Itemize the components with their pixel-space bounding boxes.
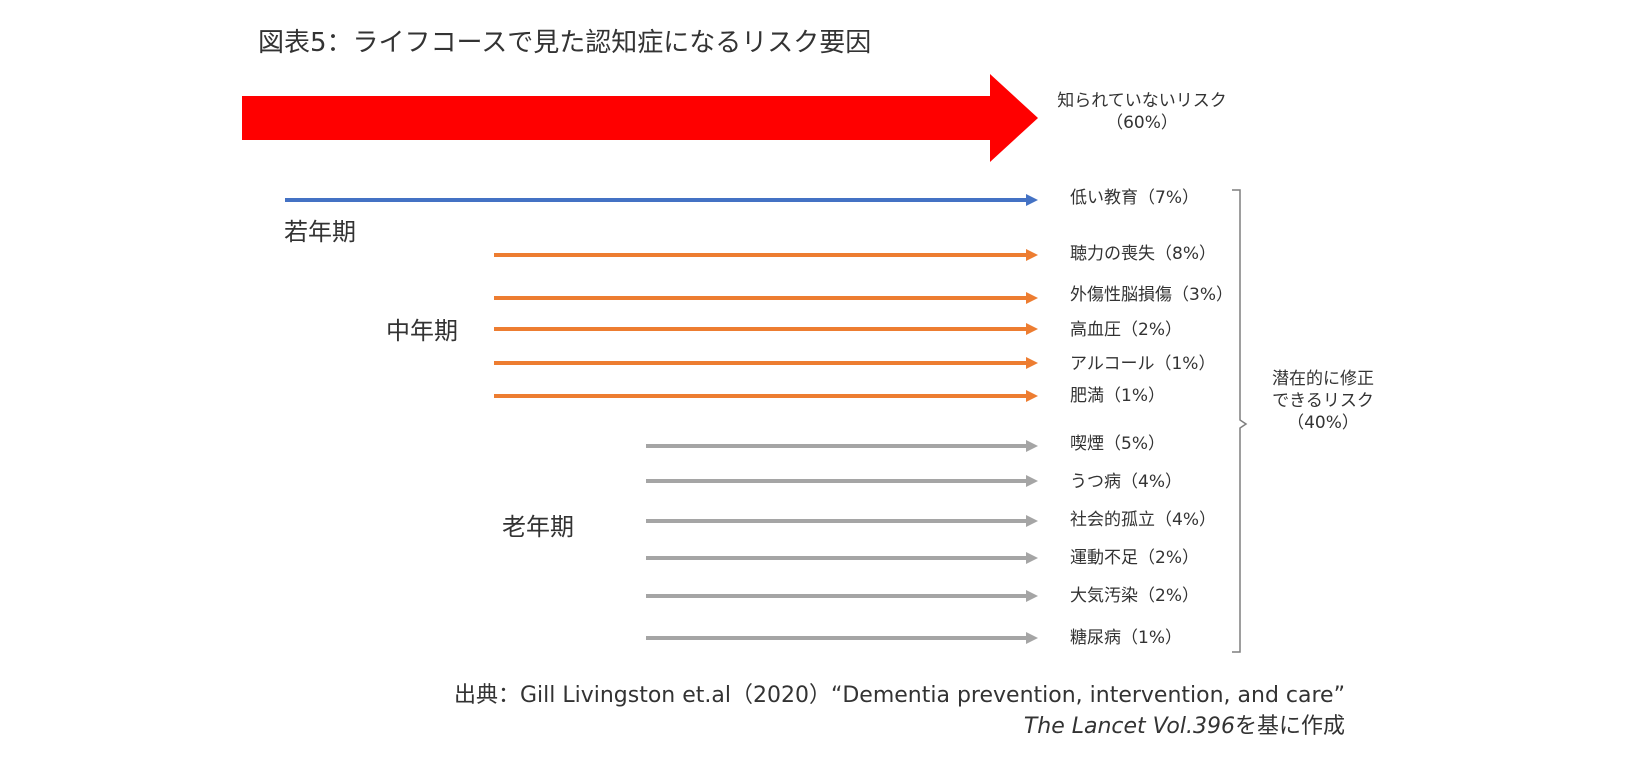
risk-arrow-head — [1026, 475, 1038, 487]
risk-label: 大気汚染（2%） — [1070, 586, 1199, 606]
modifiable-risk-line1: 潜在的に修正 — [1272, 369, 1374, 389]
risk-arrow-head — [1026, 249, 1038, 261]
risk-label: 低い教育（7%） — [1070, 188, 1199, 208]
risk-arrow-head — [1026, 323, 1038, 335]
risk-arrow-head — [1026, 292, 1038, 304]
source-suffix: を基に作成 — [1234, 714, 1345, 739]
risk-arrow-head — [1026, 552, 1038, 564]
stage-label-young: 若年期 — [284, 218, 356, 246]
risk-label: 運動不足（2%） — [1070, 548, 1199, 568]
risk-label: うつ病（4%） — [1070, 472, 1182, 492]
risk-label: 高血圧（2%） — [1070, 320, 1182, 340]
page-title: 図表5：ライフコースで見た認知症になるリスク要因 — [258, 28, 872, 58]
source-journal: The Lancet Vol.396 — [1023, 714, 1235, 739]
modifiable-risk-bracket — [1232, 189, 1248, 653]
risk-label: 社会的孤立（4%） — [1070, 510, 1216, 530]
risk-arrow-head — [1026, 632, 1038, 644]
risk-label: 喫煙（5%） — [1070, 434, 1165, 454]
modifiable-risk-line2: できるリスク — [1272, 391, 1374, 411]
source-citation: 出典：Gill Livingston et.al（2020）“Dementia … — [453, 683, 1345, 708]
risk-arrow-head — [1026, 440, 1038, 452]
modifiable-risk-share: （40%） — [1287, 413, 1359, 433]
stage-label-old: 老年期 — [502, 513, 574, 541]
risk-label: アルコール（1%） — [1070, 354, 1216, 374]
stage-label-middle: 中年期 — [386, 317, 458, 345]
risk-arrow-head — [1026, 590, 1038, 602]
modifiable-risk-label: 潜在的に修正 できるリスク （40%） — [1248, 368, 1398, 434]
risk-arrow-head — [1026, 515, 1038, 527]
unknown-risk-arrow — [242, 74, 1038, 162]
risk-label: 糖尿病（1%） — [1070, 628, 1182, 648]
risk-arrow-head — [1026, 390, 1038, 402]
risk-label: 肥満（1%） — [1070, 386, 1165, 406]
unknown-risk-share: （60%） — [1106, 113, 1178, 133]
risk-label: 聴力の喪失（8%） — [1070, 244, 1216, 264]
unknown-risk-text: 知られていないリスク — [1057, 91, 1227, 111]
unknown-risk-label: 知られていないリスク （60%） — [1022, 90, 1262, 134]
risk-arrow-head — [1026, 194, 1038, 206]
source-journal-line: The Lancet Vol.396を基に作成 — [1024, 708, 1345, 740]
risk-label: 外傷性脳損傷（3%） — [1070, 285, 1233, 305]
risk-arrow-head — [1026, 357, 1038, 369]
